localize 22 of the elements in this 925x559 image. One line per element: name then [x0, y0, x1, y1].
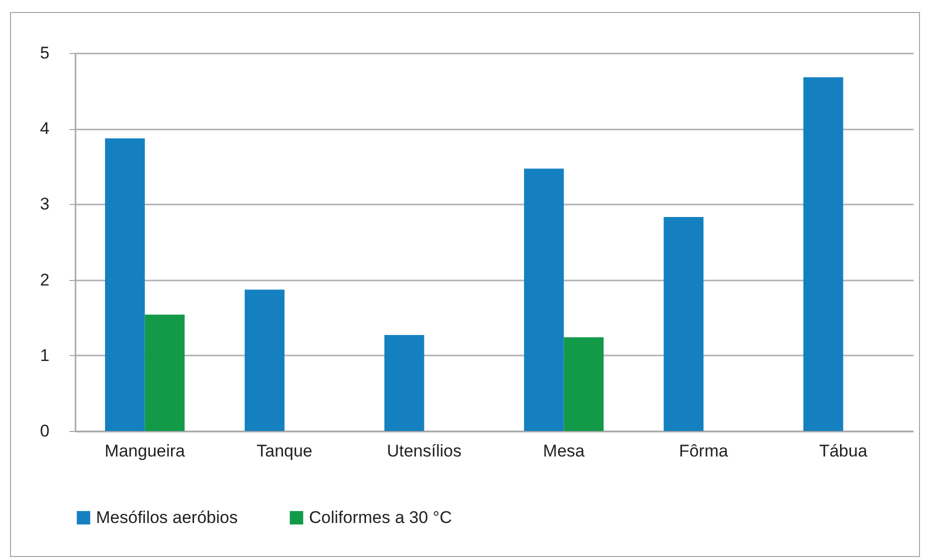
bar	[524, 168, 564, 431]
x-tick-label: Fôrma	[678, 442, 729, 460]
bar	[803, 77, 844, 431]
x-tick-label: Utensílios	[386, 442, 462, 460]
bar	[144, 314, 185, 431]
y-tick-label: 2	[40, 270, 50, 290]
legend-label: Coliformes a 30 °C	[309, 508, 452, 527]
y-tick-label: 4	[40, 119, 50, 138]
bar	[384, 334, 424, 431]
bar	[664, 217, 704, 431]
y-tick-label: 1	[40, 346, 50, 365]
x-tick-label: Tanque	[256, 442, 312, 460]
x-tick-label: Mangueira	[104, 442, 186, 460]
bar	[105, 138, 145, 431]
x-tick-label: Tábua	[819, 442, 868, 460]
bar	[244, 290, 284, 431]
y-tick-label: 5	[40, 44, 50, 62]
bar	[564, 337, 604, 431]
y-tick-label: 0	[40, 422, 50, 440]
y-tick-label: 3	[40, 194, 50, 214]
x-tick-label: Mesa	[543, 442, 586, 460]
legend-label: Mesófilos aeróbios	[96, 508, 238, 527]
